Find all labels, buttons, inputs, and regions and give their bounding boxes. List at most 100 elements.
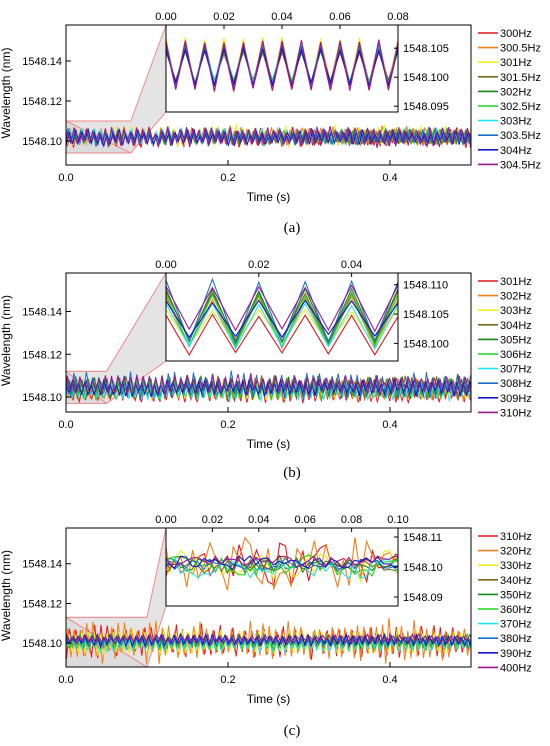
inset-frame	[165, 272, 399, 362]
legend-label: 303.5Hz	[500, 130, 541, 142]
legend-label: 390Hz	[500, 648, 532, 660]
series-line-304.5Hz	[66, 125, 471, 149]
series-lines	[66, 124, 471, 149]
legend-label: 303Hz	[500, 305, 532, 317]
x-tick-label: 0.0	[58, 172, 73, 184]
inset-series-lines	[166, 536, 398, 591]
inset-line-370Hz	[166, 557, 398, 580]
chart-panel-b: 0.0 0.2 0.4 1548.10 1548.12 1548.14 Time (s) Wa…	[0, 259, 532, 481]
x-axis-label: Time (s)	[247, 437, 291, 451]
legend-label: 304Hz	[500, 145, 532, 157]
inset-y-tick-label: 1548.110	[403, 280, 448, 292]
legend-label: 400Hz	[500, 662, 532, 674]
legend-label: 306Hz	[500, 349, 532, 361]
legend-label: 302Hz	[500, 291, 532, 303]
series-lines	[66, 617, 471, 665]
x-tick-label: 0.2	[220, 419, 235, 431]
inset-line-306Hz	[166, 292, 398, 348]
legend-label: 304.5Hz	[500, 159, 541, 171]
legend-label: 310Hz	[500, 407, 532, 419]
legend-label: 350Hz	[500, 589, 532, 601]
legend-label: 301Hz	[500, 276, 532, 288]
y-tick-label: 1548.14	[22, 56, 62, 68]
x-tick-label: 0.4	[382, 419, 397, 431]
inset-line-307Hz	[166, 301, 398, 351]
x-axis-label: Time (s)	[247, 190, 291, 204]
inset-series-lines	[166, 36, 398, 92]
inset-line-400Hz	[166, 555, 398, 568]
legend-label: 301.5Hz	[500, 72, 541, 84]
legend-label: 310Hz	[500, 531, 532, 543]
inset-line-310Hz	[166, 542, 398, 587]
x-tick-label: 0.2	[220, 172, 235, 184]
y-tick-label: 1548.12	[22, 96, 62, 108]
y-tick-label: 1548.14	[22, 559, 62, 571]
series-line-307Hz	[66, 380, 471, 402]
chart-panel-a: 0.0 0.2 0.4 1548.10 1548.12 1548.14 Time (s) Wa…	[0, 11, 541, 236]
inset-x-tick-label: 0.02	[213, 11, 234, 23]
legend-label: 305Hz	[500, 334, 532, 346]
legend-label: 301Hz	[500, 57, 532, 69]
y-tick-label: 1548.10	[22, 136, 62, 148]
legend-label: 300.5Hz	[500, 43, 541, 55]
legend-label: 300Hz	[500, 28, 532, 40]
inset-line-304.5Hz	[166, 39, 398, 92]
inset-line-320Hz	[166, 536, 398, 591]
y-tick-label: 1548.10	[22, 392, 62, 404]
panel-caption: (a)	[284, 220, 301, 236]
legend-label: 380Hz	[500, 633, 532, 645]
legend-label: 340Hz	[500, 575, 532, 587]
x-tick-label: 0.0	[58, 674, 73, 686]
inset-line-304Hz	[166, 289, 398, 345]
inset-y-tick-label: 1548.105	[403, 43, 449, 55]
inset-y-tick-label: 1548.11	[403, 532, 442, 544]
inset-x-tick-label: 0.10	[387, 514, 408, 526]
legend-label: 303Hz	[500, 116, 532, 128]
y-tick-label: 1548.14	[22, 306, 62, 318]
series-line-304Hz	[66, 127, 471, 148]
inset-x-tick-label: 0.00	[155, 11, 176, 23]
legend: 300Hz 300.5Hz 301Hz 301.5Hz 302Hz 302.5Hz 303H…	[478, 28, 541, 171]
inset-line-304Hz	[166, 46, 398, 88]
inset-x-tick-label: 0.08	[387, 11, 408, 23]
series-line-390Hz	[66, 632, 471, 649]
y-tick-label: 1548.12	[22, 349, 62, 361]
inset-y-tick-label: 1548.105	[403, 309, 449, 321]
series-line-400Hz	[66, 632, 471, 646]
y-axis-label: Wavelength (nm)	[0, 295, 13, 386]
inset: 0.00 0.02 0.04 0.06 0.08 1548.095 1548.100 1548…	[155, 11, 449, 113]
legend: 310Hz 320Hz 330Hz 340Hz 350Hz 360Hz 370Hz 380Hz…	[478, 531, 532, 674]
legend-label: 307Hz	[500, 364, 532, 376]
inset-y-tick-label: 1548.100	[403, 72, 449, 84]
inset-x-tick-label: 0.04	[271, 11, 292, 23]
legend-label: 320Hz	[500, 546, 532, 558]
y-tick-label: 1548.12	[22, 598, 62, 610]
inset: 0.00 0.02 0.04 1548.100 1548.105 1548.110	[155, 259, 449, 362]
inset: 0.00 0.02 0.04 0.06 0.08 0.10 1548.09 1548.10 15…	[155, 514, 443, 607]
legend-label: 360Hz	[500, 604, 532, 616]
inset-x-tick-label: 0.04	[341, 259, 362, 271]
panel-caption: (b)	[283, 465, 301, 481]
inset-line-360Hz	[166, 554, 398, 577]
inset-line-301Hz	[166, 313, 398, 357]
x-tick-label: 0.4	[382, 172, 397, 184]
inset-series-lines	[166, 277, 398, 357]
chart-panel-c: 0.0 0.2 0.4 1548.10 1548.12 1548.14 Time (s) Wa…	[0, 514, 532, 739]
inset-x-tick-label: 0.06	[329, 11, 350, 23]
inset-line-301Hz	[166, 36, 398, 89]
inset-line-309Hz	[166, 299, 398, 339]
legend-label: 370Hz	[500, 619, 532, 631]
legend-label: 304Hz	[500, 320, 532, 332]
inset-x-tick-label: 0.00	[155, 259, 176, 271]
inset-line-350Hz	[166, 556, 398, 575]
x-axis-label: Time (s)	[247, 692, 291, 706]
x-tick-label: 0.4	[382, 674, 397, 686]
inset-x-tick-label: 0.06	[294, 514, 315, 526]
inset-y-tick-label: 1548.10	[403, 562, 443, 574]
legend-label: 302.5Hz	[500, 101, 541, 113]
legend-label: 308Hz	[500, 378, 532, 390]
inset-x-tick-label: 0.02	[248, 259, 269, 271]
y-tick-label: 1548.10	[22, 638, 62, 650]
